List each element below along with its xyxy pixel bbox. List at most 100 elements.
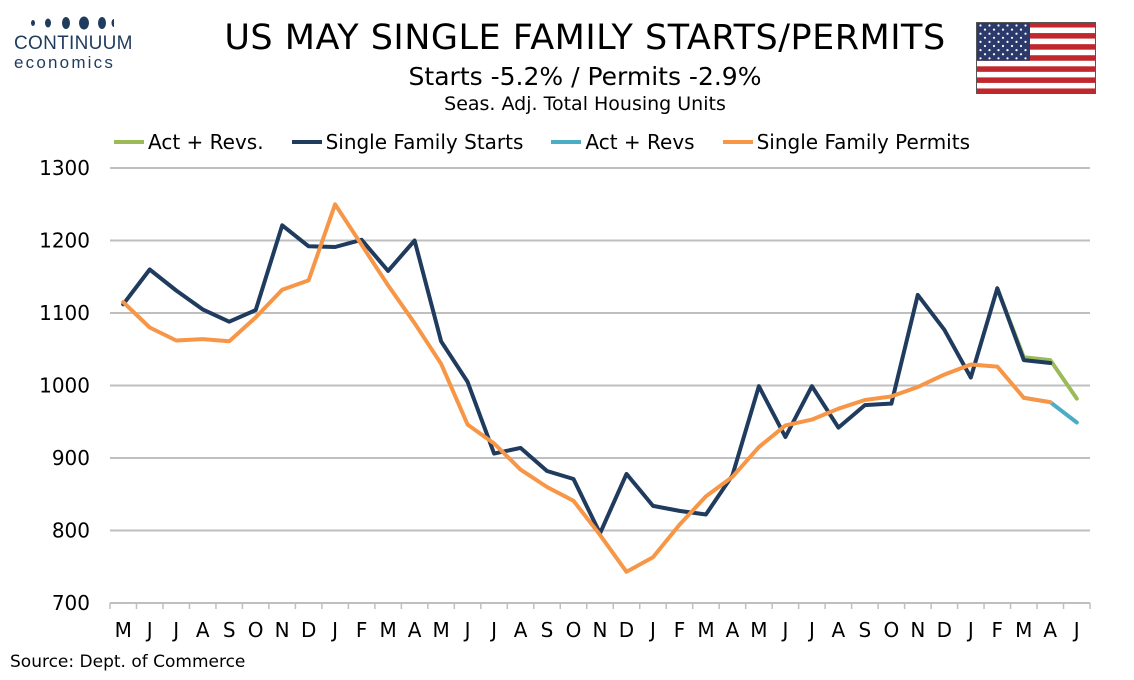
flag-star bbox=[997, 49, 1000, 52]
flag-star bbox=[1015, 24, 1018, 27]
x-tick-label: J bbox=[463, 618, 471, 642]
flag-star bbox=[1019, 53, 1023, 56]
flag-stripe bbox=[976, 82, 1096, 89]
x-tick-label: M bbox=[697, 618, 714, 642]
logo-dots-icon bbox=[14, 14, 134, 30]
flag-star bbox=[1001, 44, 1005, 48]
flag-star bbox=[992, 53, 996, 56]
x-tick-label: S bbox=[541, 618, 554, 642]
flag-stripe bbox=[976, 88, 1096, 95]
x-tick-label: N bbox=[910, 618, 925, 642]
flag-star bbox=[988, 32, 991, 35]
y-tick-label: 800 bbox=[52, 519, 90, 543]
flag-stripe bbox=[976, 60, 1096, 67]
flag-star bbox=[1001, 36, 1005, 39]
x-tick-label: M bbox=[750, 618, 767, 642]
flag-star bbox=[1015, 57, 1018, 60]
flag-star bbox=[1024, 49, 1027, 52]
flag-star bbox=[983, 36, 987, 39]
series-line-single-family-starts bbox=[121, 223, 1053, 536]
x-tick-label: D bbox=[301, 618, 316, 642]
x-tick-label: O bbox=[248, 618, 264, 642]
flag-star bbox=[1010, 28, 1014, 31]
flag-star bbox=[1010, 44, 1014, 48]
flag-star bbox=[1006, 40, 1009, 43]
flag-star bbox=[997, 32, 1000, 35]
flag-star bbox=[997, 40, 1000, 43]
x-tick-label: S bbox=[223, 618, 236, 642]
legend-swatch-permits-rev bbox=[551, 140, 582, 144]
legend-swatch-starts bbox=[291, 140, 322, 144]
flag-star bbox=[983, 28, 987, 31]
legend-item-permits-rev: Act + Revs bbox=[551, 130, 695, 154]
flag-star bbox=[1024, 40, 1027, 43]
x-tick-label: N bbox=[593, 618, 608, 642]
legend-item-permits: Single Family Permits bbox=[722, 130, 970, 154]
x-tick-label: M bbox=[379, 618, 396, 642]
flag-star bbox=[992, 44, 996, 48]
flag-star bbox=[1010, 36, 1014, 39]
flag-star bbox=[1001, 28, 1005, 31]
x-tick-label: F bbox=[356, 618, 368, 642]
flag-stripe bbox=[976, 33, 1096, 39]
x-tick-label: S bbox=[859, 618, 872, 642]
x-tick-label: A bbox=[514, 618, 528, 642]
y-tick-label: 1200 bbox=[39, 229, 90, 253]
x-tick-label: J bbox=[648, 618, 656, 642]
flag-star bbox=[1001, 53, 1005, 56]
x-tick-label: F bbox=[992, 618, 1004, 642]
x-tick-label: J bbox=[780, 618, 788, 642]
legend-item-starts: Single Family Starts bbox=[291, 130, 524, 154]
flag-star bbox=[988, 49, 991, 52]
flag-star bbox=[979, 32, 982, 35]
flag-star bbox=[1006, 24, 1009, 27]
series-line-single-family-permits bbox=[121, 202, 1053, 574]
flag-stripe bbox=[976, 71, 1096, 78]
flag-star bbox=[1006, 57, 1009, 60]
x-tick-label: N bbox=[275, 618, 290, 642]
legend-swatch-starts-rev bbox=[114, 140, 144, 144]
flag-stripe bbox=[976, 49, 1096, 56]
legend-label-permits: Single Family Permits bbox=[756, 130, 970, 154]
x-tick-label: O bbox=[566, 618, 582, 642]
flag-star bbox=[983, 53, 987, 56]
flag-stripe bbox=[976, 44, 1096, 50]
x-tick-label: F bbox=[674, 618, 686, 642]
flag-star bbox=[1015, 40, 1018, 43]
chart-subtitle-units: Seas. Adj. Total Housing Units bbox=[444, 93, 726, 115]
x-tick-label: J bbox=[1072, 618, 1080, 642]
flag-stripe bbox=[976, 66, 1096, 73]
us-flag-icon bbox=[976, 22, 1096, 95]
x-tick-label: O bbox=[883, 618, 899, 642]
x-tick-label: A bbox=[832, 618, 846, 642]
y-tick-label: 1000 bbox=[39, 374, 90, 398]
flag-stripe bbox=[976, 77, 1096, 84]
x-tick-label: J bbox=[330, 618, 338, 642]
x-tick-label: J bbox=[171, 618, 179, 642]
flag-star bbox=[1015, 32, 1018, 35]
x-tick-label: M bbox=[115, 618, 132, 642]
flag-star bbox=[979, 40, 982, 43]
flag-star bbox=[992, 28, 996, 31]
chart-legend: Act + Revs. Single Family Starts Act + R… bbox=[114, 130, 998, 154]
x-tick-label: J bbox=[145, 618, 153, 642]
flag-star bbox=[979, 49, 982, 52]
logo-sub: economics bbox=[14, 53, 116, 72]
x-tick-label: D bbox=[937, 618, 952, 642]
x-tick-label: A bbox=[196, 618, 210, 642]
flag-star bbox=[1019, 28, 1023, 31]
flag-star bbox=[979, 57, 982, 60]
x-tick-label: J bbox=[966, 618, 974, 642]
flag-star bbox=[988, 24, 991, 27]
legend-swatch-permits bbox=[722, 140, 753, 144]
x-tick-label: A bbox=[726, 618, 740, 642]
x-tick-label: M bbox=[1015, 618, 1032, 642]
x-tick-label: J bbox=[489, 618, 497, 642]
y-tick-label: 900 bbox=[52, 446, 90, 470]
flag-stripe bbox=[976, 55, 1096, 62]
flag-star bbox=[988, 40, 991, 43]
flag-stripe bbox=[976, 38, 1096, 45]
flag-star bbox=[1019, 44, 1023, 48]
legend-label-starts: Single Family Starts bbox=[325, 130, 524, 154]
